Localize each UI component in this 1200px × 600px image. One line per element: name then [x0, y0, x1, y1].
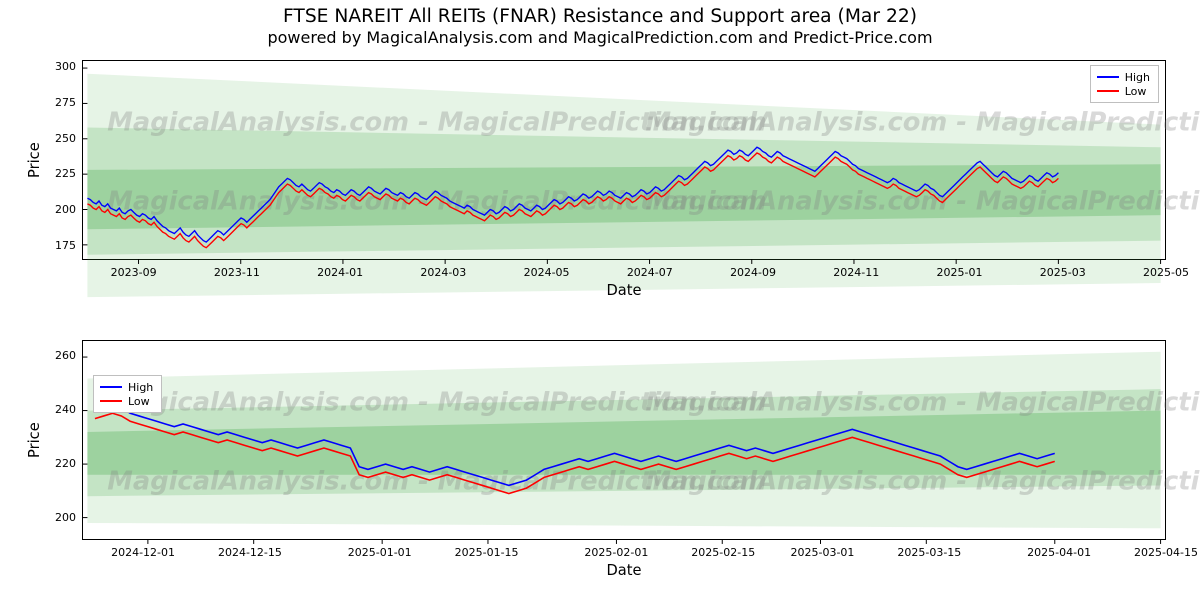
xtick-label: 2023-11 — [214, 266, 260, 279]
bottom-chart-panel: MagicalAnalysis.com - MagicalPrediction.… — [82, 340, 1166, 540]
legend-bottom: High Low — [93, 375, 162, 413]
legend-line-high — [1097, 76, 1119, 78]
legend-label-high: High — [1125, 71, 1150, 84]
watermark-text: MagicalAnalysis.com - MagicalPrediction.… — [645, 187, 1200, 217]
xtick-label: 2025-01-15 — [455, 546, 519, 559]
xtick-label: 2024-01 — [317, 266, 363, 279]
legend-label-low: Low — [1125, 85, 1147, 98]
watermark-text: MagicalAnalysis.com - MagicalPrediction.… — [645, 107, 1200, 137]
xtick-label: 2024-05 — [524, 266, 570, 279]
xtick-label: 2025-03-15 — [897, 546, 961, 559]
ytick-label: 220 — [42, 457, 76, 470]
xtick-label: 2025-03-01 — [791, 546, 855, 559]
xtick-label: 2025-01 — [937, 266, 983, 279]
ytick-label: 200 — [42, 203, 76, 216]
ytick-label: 200 — [42, 511, 76, 524]
ylabel-bottom: Price — [26, 422, 43, 458]
legend-label-high: High — [128, 381, 153, 394]
figure: FTSE NAREIT All REITs (FNAR) Resistance … — [0, 0, 1200, 600]
ytick-label: 175 — [42, 239, 76, 252]
xtick-label: 2024-12-15 — [218, 546, 282, 559]
legend-label-low: Low — [128, 395, 150, 408]
xtick-label: 2025-02-01 — [584, 546, 648, 559]
legend-item-high: High — [1097, 70, 1150, 84]
xtick-label: 2024-09 — [730, 266, 776, 279]
ytick-label: 300 — [42, 60, 76, 73]
xtick-label: 2025-04-01 — [1027, 546, 1091, 559]
top-chart-panel: MagicalAnalysis.com - MagicalPrediction.… — [82, 60, 1166, 260]
legend-top: High Low — [1090, 65, 1159, 103]
legend-line-low — [1097, 90, 1119, 92]
ytick-label: 225 — [42, 167, 76, 180]
chart-subtitle: powered by MagicalAnalysis.com and Magic… — [0, 28, 1200, 47]
xtick-label: 2025-01-01 — [348, 546, 412, 559]
legend-item-low: Low — [1097, 84, 1150, 98]
xtick-label: 2025-03 — [1040, 266, 1086, 279]
ylabel-top: Price — [26, 142, 43, 178]
xtick-label: 2025-02-15 — [691, 546, 755, 559]
xtick-label: 2024-11 — [833, 266, 879, 279]
xtick-label: 2025-04-15 — [1134, 546, 1198, 559]
ytick-label: 260 — [42, 349, 76, 362]
xtick-label: 2025-05 — [1143, 266, 1189, 279]
watermark-text: MagicalAnalysis.com - MagicalPrediction.… — [645, 387, 1200, 417]
xlabel-top: Date — [82, 282, 1166, 299]
ytick-label: 275 — [42, 96, 76, 109]
legend-item-high: High — [100, 380, 153, 394]
top-chart-svg: MagicalAnalysis.com - MagicalPrediction.… — [83, 61, 1165, 259]
xtick-label: 2023-09 — [111, 266, 157, 279]
xtick-label: 2024-07 — [627, 266, 673, 279]
bottom-chart-svg: MagicalAnalysis.com - MagicalPrediction.… — [83, 341, 1165, 539]
legend-line-low — [100, 400, 122, 402]
legend-item-low: Low — [100, 394, 153, 408]
chart-title: FTSE NAREIT All REITs (FNAR) Resistance … — [0, 6, 1200, 27]
xlabel-bottom: Date — [82, 562, 1166, 579]
ytick-label: 250 — [42, 132, 76, 145]
legend-line-high — [100, 386, 122, 388]
xtick-label: 2024-03 — [420, 266, 466, 279]
watermark-text: MagicalAnalysis.com - MagicalPrediction.… — [645, 467, 1200, 497]
ytick-label: 240 — [42, 403, 76, 416]
xtick-label: 2024-12-01 — [111, 546, 175, 559]
